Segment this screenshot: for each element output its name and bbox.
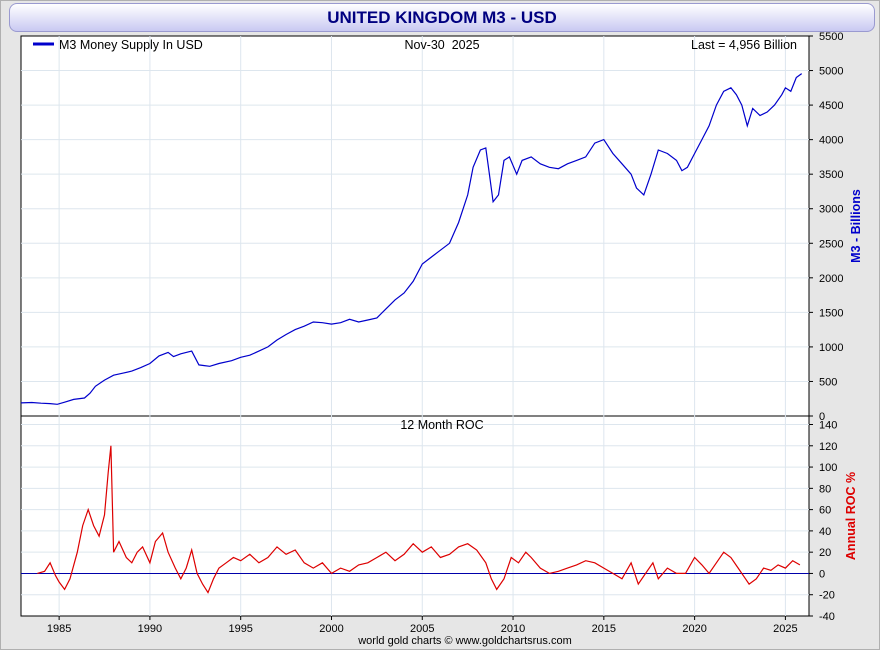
m3-tick-label: 3000 xyxy=(819,204,843,216)
roc-tick-label: 140 xyxy=(819,420,837,432)
year-tick-label: 1985 xyxy=(47,623,71,635)
m3-plot-panel xyxy=(20,35,810,417)
m3-tick-label: 1500 xyxy=(819,307,843,319)
roc-tick-label: 100 xyxy=(819,462,837,474)
m3-tick-label: 1000 xyxy=(819,342,843,354)
m3-tick-label: 2000 xyxy=(819,273,843,285)
roc-panel-title: 12 Month ROC xyxy=(400,418,483,432)
year-tick-label: 1995 xyxy=(228,623,252,635)
m3-tick-label: 0 xyxy=(819,411,825,423)
year-tick-label: 2020 xyxy=(682,623,706,635)
m3-axis-title: M3 - Billions xyxy=(849,189,863,263)
m3-series-line xyxy=(20,73,803,405)
year-tick-label: 2000 xyxy=(319,623,343,635)
roc-tick-label: -20 xyxy=(819,590,835,602)
roc-tick-label: 120 xyxy=(819,441,837,453)
roc-axis-title: Annual ROC % xyxy=(844,472,858,560)
roc-plot-panel xyxy=(20,415,810,617)
chart-title: UNITED KINGDOM M3 - USD xyxy=(9,3,875,32)
m3-tick-label: 3500 xyxy=(819,169,843,181)
m3-tick-label: 500 xyxy=(819,376,837,388)
roc-series-line xyxy=(37,445,801,594)
m3-tick-label: 5500 xyxy=(819,31,843,43)
chart-date: Nov-30 2025 xyxy=(404,38,479,52)
roc-tick-label: 20 xyxy=(819,547,831,559)
roc-tick-label: -40 xyxy=(819,611,835,623)
footer-credit: world gold charts © www.goldchartsrus.co… xyxy=(357,635,572,647)
m3-tick-label: 5000 xyxy=(819,66,843,78)
roc-tick-label: 40 xyxy=(819,526,831,538)
m3-tick-label: 4000 xyxy=(819,135,843,147)
year-tick-label: 2005 xyxy=(410,623,434,635)
roc-tick-label: 60 xyxy=(819,505,831,517)
year-tick-label: 2015 xyxy=(592,623,616,635)
year-tick-label: 2025 xyxy=(773,623,797,635)
legend-label: M3 Money Supply In USD xyxy=(59,38,203,52)
m3-tick-label: 4500 xyxy=(819,100,843,112)
year-tick-label: 1990 xyxy=(138,623,162,635)
m3-gridlines xyxy=(21,35,813,417)
roc-tick-labels: -40 -20 0 20 40 60 80 100 120 140 xyxy=(819,420,837,623)
roc-tick-label: 80 xyxy=(819,483,831,495)
m3-tick-labels: 0 500 1000 1500 2000 2500 3000 3500 4000 4500 5000… xyxy=(819,31,843,423)
m3-tick-label: 2500 xyxy=(819,238,843,250)
year-tick-label: 2010 xyxy=(501,623,525,635)
last-value-label: Last = 4,956 Billion xyxy=(691,38,797,52)
roc-tick-label: 0 xyxy=(819,568,825,580)
year-tick-labels: 1985 1990 1995 2000 2005 2010 2015 2020 2025 xyxy=(47,616,798,635)
